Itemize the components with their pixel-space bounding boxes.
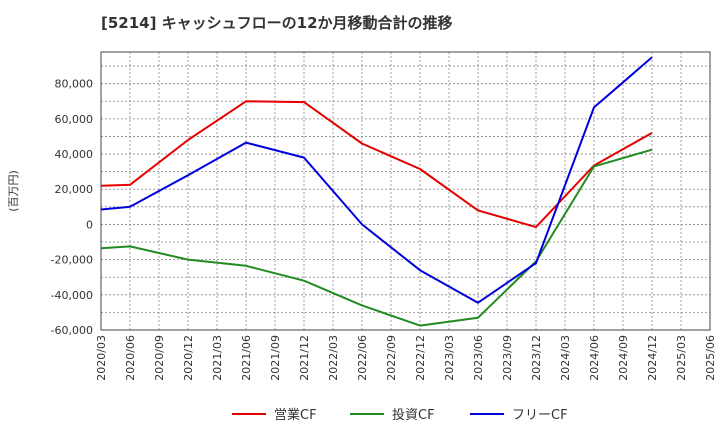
- legend: 営業CF 投資CF フリーCF: [232, 407, 568, 423]
- x-tick-label: 2023/06: [472, 335, 485, 381]
- x-tick-label: 2023/12: [530, 335, 543, 381]
- x-tick-label: 2023/09: [501, 335, 514, 381]
- y-tick-label: -20,000: [51, 254, 93, 267]
- y-tick-label: 0: [86, 218, 93, 231]
- x-tick-label: 2025/03: [675, 335, 688, 381]
- x-tick-label: 2025/06: [704, 335, 717, 381]
- y-tick-label: 80,000: [55, 78, 94, 91]
- y-tick-label: 20,000: [55, 183, 94, 196]
- x-tick-label: 2022/03: [327, 335, 340, 381]
- grid: [100, 52, 711, 331]
- x-tick-label: 2024/03: [559, 335, 572, 381]
- x-tick-label: 2024/09: [617, 335, 630, 381]
- y-tick-label: -60,000: [51, 324, 93, 337]
- series-lines: [100, 56, 653, 327]
- x-tick-label: 2023/03: [443, 335, 456, 381]
- x-tick-label: 2021/03: [211, 335, 224, 381]
- x-tick-label: 2022/09: [385, 335, 398, 381]
- x-tick-label: 2024/12: [646, 335, 659, 381]
- x-tick-label: 2024/06: [588, 335, 601, 381]
- y-axis-label: (百万円): [7, 170, 20, 212]
- x-tick-label: 2022/06: [356, 335, 369, 381]
- y-tick-label: 60,000: [55, 113, 94, 126]
- y-tick-label: -40,000: [51, 289, 93, 302]
- x-axis-ticks: 2020/03 2020/06 2020/09 2020/12 2021/03 2021/…: [95, 335, 717, 381]
- chart-title: [5214] キャッシュフローの12か月移動合計の推移: [101, 14, 453, 32]
- x-tick-label: 2022/12: [414, 335, 427, 381]
- legend-label: 投資CF: [392, 407, 435, 423]
- x-tick-label: 2021/12: [298, 335, 311, 381]
- x-tick-label: 2021/06: [240, 335, 253, 381]
- x-tick-label: 2020/06: [124, 335, 137, 381]
- x-tick-label: 2021/09: [269, 335, 282, 381]
- series-line-2: [100, 148, 653, 327]
- plot-frame: [100, 51, 711, 331]
- series-line-3: [100, 56, 653, 304]
- series-line-1: [100, 100, 653, 229]
- legend-label: 営業CF: [274, 407, 317, 423]
- x-tick-label: 2020/03: [95, 335, 108, 381]
- y-axis-ticks: 80,000 60,000 40,000 20,000 0 -20,000 -40,000 -…: [51, 78, 93, 337]
- x-tick-label: 2020/12: [182, 335, 195, 381]
- x-tick-label: 2020/09: [153, 335, 166, 381]
- y-tick-label: 40,000: [55, 148, 94, 161]
- legend-label: フリーCF: [512, 408, 568, 423]
